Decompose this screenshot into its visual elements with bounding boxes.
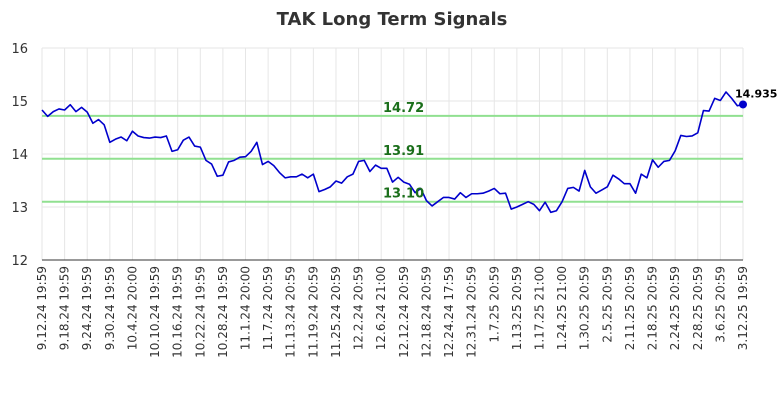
x-tick-label: 2.28.25 20:59 [691,266,705,350]
last-price-label: 14.935 [735,87,777,100]
x-tick-label: 9.30.24 19:59 [103,266,117,350]
y-tick-label: 12 [11,254,28,269]
y-tick-label: 16 [11,42,28,57]
x-tick-label: 10.28.24 19:59 [216,266,230,358]
signal-labels: 14.72 13.91 13.10 14.935 [383,87,777,201]
price-line [41,91,744,214]
x-tick-label: 12.31.24 20:59 [465,266,479,358]
x-tick-label: 9.12.24 19:59 [35,266,49,350]
x-tick-label: 9.24.24 19:59 [80,266,94,350]
x-tick-label: 1.13.25 20:59 [510,266,524,350]
x-axis-ticks: 9.12.24 19:59 9.18.24 19:59 9.24.24 19:59 9… [35,266,750,358]
x-tick-label: 10.4.24 20:00 [125,266,139,350]
grid [41,47,744,261]
signal-lines [42,114,743,203]
x-tick-label: 11.1.24 20:00 [239,266,253,350]
x-tick-label: 12.2.24 20:59 [352,266,366,350]
signal-label: 13.91 [383,144,424,159]
signal-label: 14.72 [383,101,424,116]
y-tick-label: 13 [11,201,28,216]
x-tick-label: 10.22.24 19:59 [193,266,207,358]
x-tick-label: 1.17.25 21:00 [532,266,546,350]
x-tick-label: 11.25.24 20:59 [329,266,343,358]
x-tick-label: 9.18.24 19:59 [58,266,72,350]
x-tick-label: 1.7.25 20:59 [487,266,501,343]
x-tick-label: 11.19.24 20:59 [306,266,320,358]
x-tick-label: 2.24.25 20:59 [668,266,682,350]
x-tick-label: 11.7.24 20:59 [261,266,275,350]
y-axis-ticks: 12 13 14 15 16 [11,42,28,269]
y-tick-label: 14 [11,148,28,163]
x-tick-label: 12.12.24 20:59 [397,266,411,358]
x-tick-label: 10.16.24 19:59 [171,266,185,358]
x-tick-label: 2.11.25 20:59 [623,266,637,350]
price-series [41,91,747,214]
x-tick-label: 3.12.25 19:59 [736,266,750,350]
x-tick-label: 10.10.24 19:59 [148,266,162,358]
x-tick-label: 11.13.24 20:59 [284,266,298,358]
x-tick-label: 3.6.25 20:59 [713,266,727,343]
x-tick-label: 1.24.25 21:00 [555,266,569,350]
last-point-marker [739,100,747,109]
signal-label: 13.10 [383,187,424,202]
x-tick-label: 12.24.24 17:59 [442,266,456,358]
x-tick-label: 12.6.24 21:00 [374,266,388,350]
x-tick-label: 2.18.25 20:59 [646,266,660,350]
chart-title: TAK Long Term Signals [277,9,508,30]
y-tick-label: 15 [11,95,28,110]
x-tick-label: 2.5.25 20:59 [600,266,614,343]
x-tick-label: 12.18.24 20:59 [419,266,433,358]
x-tick-label: 1.30.25 20:59 [578,266,592,350]
